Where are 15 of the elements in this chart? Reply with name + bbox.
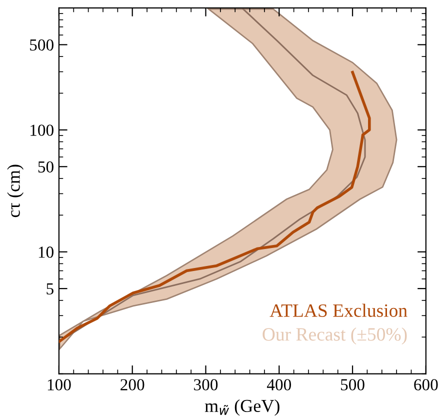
x-tick-label: 600 [414,379,438,390]
x-axis-title: m$_{w̃}$ (GeV) [204,399,280,416]
text: ATLAS Exclusion [270,304,408,317]
y-tick-label: 5 [46,283,54,295]
y-tick-label: 100 [30,124,54,136]
y-tick-label: 500 [30,39,54,51]
y-tick-label: 50 [38,161,54,173]
text: Our Recast (±50%) [262,328,407,345]
y-tick-label: 10 [38,246,54,258]
x-tick-label: 300 [194,379,218,390]
x-tick-label: 400 [266,379,291,390]
x-tick-label: 100 [48,379,71,390]
y-axis-title: cτ (cm) [7,164,24,218]
x-tick-label: 500 [340,379,364,390]
x-tick-label: 200 [120,379,144,390]
